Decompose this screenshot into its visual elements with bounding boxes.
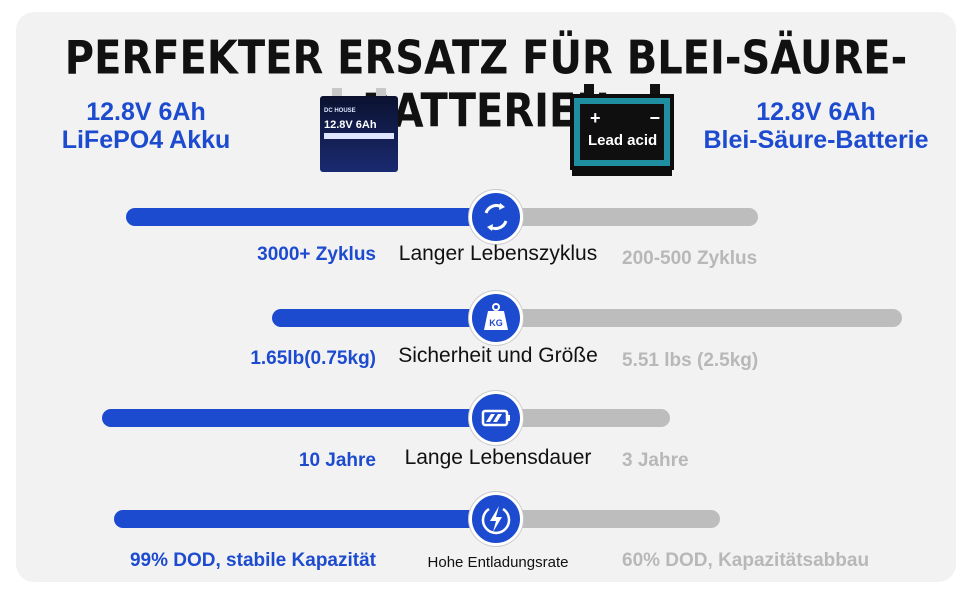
comparison-panel: PERFEKTER ERSATZ FÜR BLEI-SÄURE-BATTERIE…: [16, 12, 956, 582]
lead-acid-weight-value: 5.51 lbs (2.5kg): [622, 350, 759, 371]
battery-voltage: 12.8V 6Ah: [324, 119, 377, 131]
lead-acid-bar: [496, 309, 902, 327]
plus-sign: +: [590, 108, 601, 128]
lifepo4-bar: [102, 409, 512, 427]
battery-terminal: [650, 84, 660, 94]
battery-terminal: [332, 88, 342, 97]
lifepo4-lifespan-value: 10 Jahre: [298, 450, 376, 471]
minus-sign: −: [649, 108, 660, 128]
kg-text: KG: [489, 318, 503, 328]
lead-acid-bar: [496, 208, 758, 226]
lead-acid-label: Lead acid: [588, 132, 658, 149]
left-product-spec: 12.8V 6Ah: [86, 98, 206, 126]
left-product-label: 12.8V 6Ah LiFePO4 Akku: [46, 98, 246, 154]
lifepo4-bar: [114, 510, 512, 528]
battery-icon: [469, 391, 523, 445]
battery-terminal: [584, 84, 594, 94]
cycle-label: Langer Lebenszyklus: [398, 242, 598, 265]
lifepo4-bar: [126, 208, 512, 226]
lead-acid-dod-value: 60% DOD, Kapazitätsabbau: [622, 550, 870, 571]
weight-kg-icon: KG: [469, 291, 523, 345]
right-product-label: 12.8V 6Ah Blei-Säure-Batterie: [696, 98, 936, 154]
weight-label: Sicherheit und Größe: [398, 344, 598, 367]
battery-body: DC HOUSE 12.8V 6Ah: [320, 96, 398, 172]
left-product-type: LiFePO4 Akku: [61, 126, 231, 154]
battery-polarity: + −: [590, 108, 660, 129]
page-title: PERFEKTER ERSATZ FÜR BLEI-SÄURE-BATTERIE…: [64, 32, 908, 138]
lifepo4-dod-value: 99% DOD, stabile Kapazität: [129, 550, 376, 571]
battery-label-strip: [324, 133, 394, 139]
battery-terminal: [376, 88, 386, 97]
lead-acid-lifespan-value: 3 Jahre: [622, 450, 689, 471]
lead-acid-cycle-value: 200-500 Zyklus: [622, 248, 758, 269]
battery-base: [572, 170, 672, 176]
cycle-icon: [469, 190, 523, 244]
lead-acid-battery-image: + − Lead acid: [570, 84, 674, 176]
battery-body: + − Lead acid: [570, 94, 674, 170]
discharge-label: Hohe Entladungsrate: [427, 554, 569, 571]
lead-acid-bar: [496, 510, 720, 528]
battery-brand: DC HOUSE: [324, 108, 356, 114]
lifepo4-bar: [272, 309, 512, 327]
right-product-type: Blei-Säure-Batterie: [703, 126, 929, 154]
lightning-icon: [469, 492, 523, 546]
lifepo4-battery-image: DC HOUSE 12.8V 6Ah: [320, 88, 398, 172]
lead-acid-bar: [496, 409, 670, 427]
lifepo4-cycle-value: 3000+ Zyklus: [257, 244, 376, 265]
right-product-spec: 12.8V 6Ah: [756, 98, 876, 126]
lifespan-label: Lange Lebensdauer: [404, 446, 592, 469]
battery-front-panel: + − Lead acid: [580, 104, 664, 160]
lifepo4-weight-value: 1.65lb(0.75kg): [250, 348, 376, 369]
